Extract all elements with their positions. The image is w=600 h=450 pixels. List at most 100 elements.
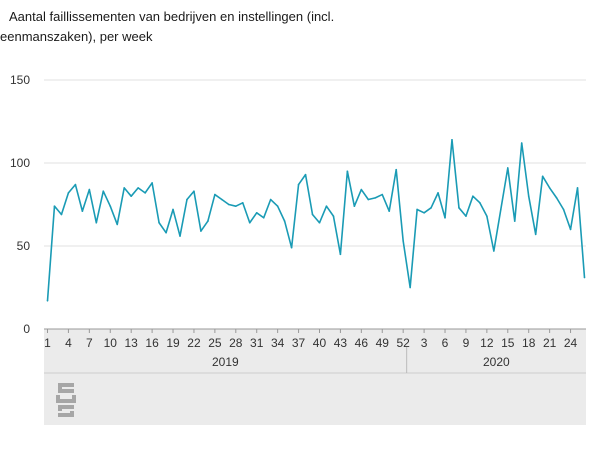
data-point	[276, 205, 279, 207]
x-tick-label: 34	[271, 336, 285, 350]
data-point	[500, 208, 502, 211]
data-point	[67, 192, 70, 194]
data-point	[311, 213, 314, 216]
data-point	[290, 246, 293, 249]
data-point	[200, 230, 202, 232]
x-tick-label: 15	[501, 336, 515, 350]
data-point	[381, 193, 384, 196]
data-point	[513, 220, 516, 222]
year-label-2019: 2019	[212, 355, 239, 369]
data-point	[214, 193, 216, 196]
data-point	[304, 173, 307, 176]
data-point	[409, 286, 411, 289]
y-tick-label: 100	[10, 156, 30, 170]
data-point	[179, 235, 181, 237]
data-point	[346, 170, 349, 173]
data-point	[569, 228, 572, 231]
x-tick-label: 3	[421, 336, 428, 350]
x-axis-ticks: 1 4 7 10 13 16 19 22 25 28 31 34 37 40 43 46 49 52 3 6 9 12 15…	[44, 329, 578, 369]
data-point	[472, 195, 474, 197]
data-point	[262, 216, 265, 219]
chart-title-line-2: eenmanszaken), per week	[0, 29, 153, 44]
x-tick-label: 31	[250, 336, 264, 350]
x-tick-label: 21	[543, 336, 557, 350]
data-point	[221, 198, 223, 201]
data-point	[172, 208, 174, 211]
data-point	[332, 215, 335, 217]
data-point	[388, 210, 391, 212]
data-point	[374, 197, 377, 199]
y-axis-ticks: 0 50 100 150	[10, 73, 30, 336]
data-point	[186, 198, 188, 201]
data-point	[46, 299, 49, 302]
data-point	[255, 212, 258, 214]
x-tick-label: 43	[334, 336, 348, 350]
data-point	[520, 142, 523, 144]
data-point	[102, 190, 105, 193]
data-point	[123, 187, 126, 189]
x-tick-label: 25	[208, 336, 222, 350]
data-point	[318, 221, 321, 224]
x-tick-label: 28	[229, 336, 243, 350]
data-point	[451, 138, 453, 141]
series-line	[46, 138, 586, 301]
data-point	[360, 188, 363, 191]
x-tick-label: 13	[125, 336, 139, 350]
chart-title-line-1: Aantal faillissementen van bedrijven en …	[9, 9, 335, 24]
x-tick-label: 1	[44, 336, 51, 350]
data-point	[458, 207, 460, 209]
data-point	[130, 195, 132, 197]
data-point	[353, 205, 356, 207]
data-point	[158, 221, 160, 224]
data-point	[325, 205, 328, 207]
data-point	[430, 207, 432, 209]
cbs-logo-mark	[56, 383, 76, 417]
logo-part	[58, 383, 74, 393]
data-point	[534, 233, 537, 236]
data-point	[339, 253, 342, 256]
data-point	[527, 195, 530, 197]
data-point	[506, 167, 509, 169]
data-point	[486, 215, 488, 217]
y-tick-label: 150	[10, 73, 30, 87]
x-tick-label: 6	[442, 336, 449, 350]
data-point	[437, 192, 439, 194]
x-tick-label: 24	[564, 336, 578, 350]
data-point	[465, 215, 467, 217]
x-tick-label: 19	[166, 336, 180, 350]
data-point	[53, 205, 56, 207]
logo-part	[58, 405, 74, 417]
x-tick-label: 7	[86, 336, 93, 350]
x-tick-label: 49	[376, 336, 390, 350]
data-point	[228, 203, 230, 206]
x-tick-label: 10	[104, 336, 118, 350]
x-tick-label: 46	[355, 336, 369, 350]
x-tick-label: 37	[292, 336, 306, 350]
x-tick-label: 12	[480, 336, 494, 350]
data-point	[479, 202, 481, 204]
x-tick-label: 4	[65, 336, 72, 350]
cbs-logo-icon	[56, 383, 76, 417]
data-point	[541, 175, 544, 178]
data-point	[241, 202, 244, 204]
data-point	[493, 250, 495, 252]
data-point	[548, 187, 551, 189]
x-tick-label: 9	[463, 336, 470, 350]
data-point	[562, 208, 565, 211]
data-point	[165, 231, 167, 234]
series-layer	[46, 138, 586, 302]
data-point	[297, 183, 300, 186]
x-tick-label: 40	[313, 336, 327, 350]
year-label-2020: 2020	[483, 355, 510, 369]
data-point	[555, 197, 558, 199]
data-point	[234, 205, 237, 207]
data-point	[444, 216, 446, 219]
data-point	[88, 188, 91, 191]
data-point	[367, 198, 370, 201]
logo-part	[56, 395, 76, 403]
x-tick-label: 18	[522, 336, 536, 350]
data-point	[95, 221, 98, 224]
x-tick-label: 16	[145, 336, 159, 350]
data-point	[193, 190, 195, 193]
